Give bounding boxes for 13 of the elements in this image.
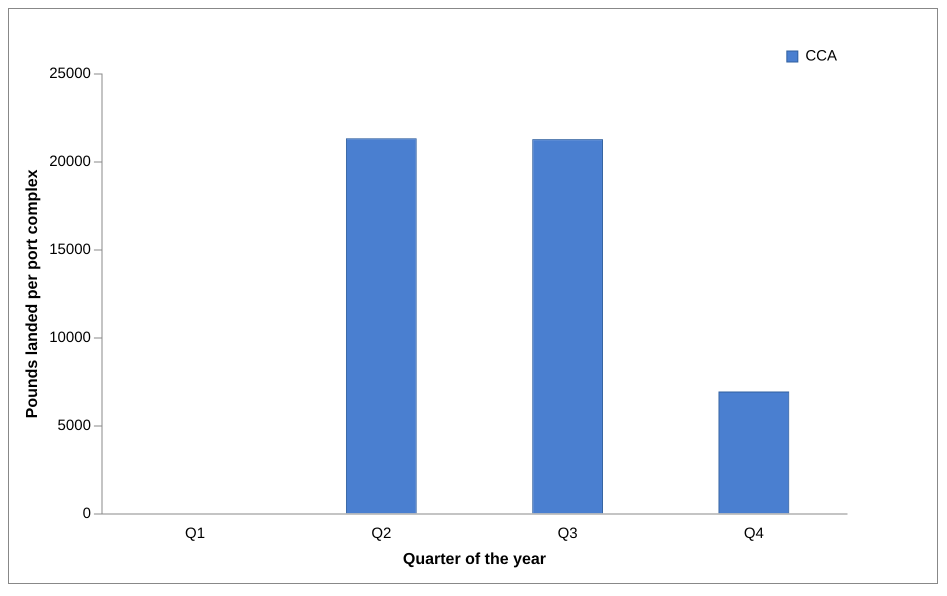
x-tick-label: Q4 <box>744 524 764 542</box>
x-axis-title: Quarter of the year <box>402 550 546 568</box>
y-tick-label: 15000 <box>49 241 91 258</box>
legend-label: CCA <box>805 48 837 65</box>
y-tick-label: 20000 <box>49 153 91 170</box>
y-tick-label: 5000 <box>58 416 91 434</box>
x-tick-label: Q1 <box>185 524 206 542</box>
y-tick-label: 0 <box>82 504 91 522</box>
y-axis-title: Pounds landed per port complex <box>24 169 42 418</box>
x-tick-label: Q2 <box>371 524 392 542</box>
y-tick-label: 25000 <box>49 65 91 82</box>
y-tick-label: 10000 <box>49 329 91 346</box>
x-tick-label: Q3 <box>558 524 578 542</box>
